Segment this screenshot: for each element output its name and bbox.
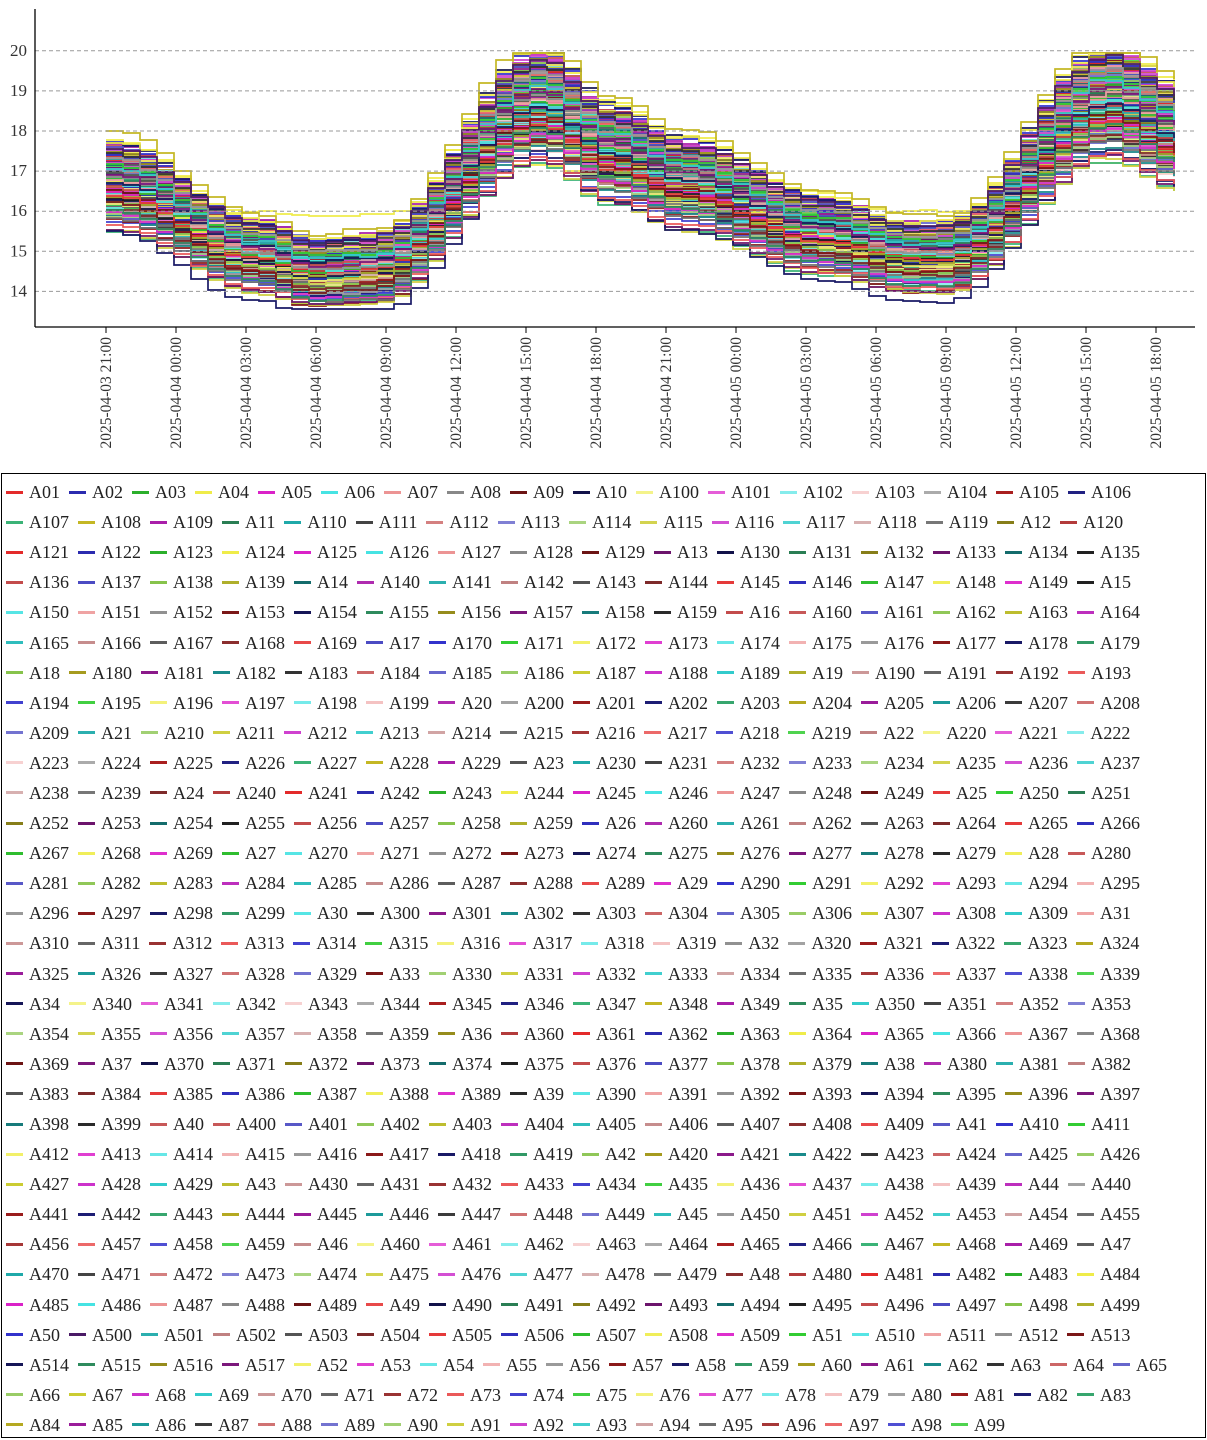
svg-text:2025-04-04 18:00: 2025-04-04 18:00 [588,337,605,449]
svg-text:15: 15 [10,241,27,260]
svg-text:2025-04-04 09:00: 2025-04-04 09:00 [378,337,395,449]
svg-text:2025-04-05 03:00: 2025-04-05 03:00 [798,337,815,449]
svg-text:18: 18 [10,121,27,140]
svg-text:2025-04-05 15:00: 2025-04-05 15:00 [1078,337,1095,449]
svg-text:2025-04-04 00:00: 2025-04-04 00:00 [168,337,185,449]
svg-text:2025-04-05 00:00: 2025-04-05 00:00 [728,337,745,449]
svg-text:17: 17 [10,161,28,180]
svg-text:2025-04-04 03:00: 2025-04-04 03:00 [238,337,255,449]
svg-text:20: 20 [10,41,27,60]
svg-text:2025-04-03 21:00: 2025-04-03 21:00 [98,337,115,449]
svg-text:2025-04-05 18:00: 2025-04-05 18:00 [1148,337,1165,449]
svg-text:2025-04-04 06:00: 2025-04-04 06:00 [308,337,325,449]
svg-text:2025-04-05 09:00: 2025-04-05 09:00 [938,337,955,449]
svg-text:2025-04-04 15:00: 2025-04-04 15:00 [518,337,535,449]
svg-text:2025-04-04 21:00: 2025-04-04 21:00 [658,337,675,449]
svg-text:2025-04-05 12:00: 2025-04-05 12:00 [1008,337,1025,449]
svg-text:14: 14 [10,281,28,300]
svg-text:2025-04-04 12:00: 2025-04-04 12:00 [448,337,465,449]
svg-text:19: 19 [10,81,27,100]
svg-text:2025-04-05 06:00: 2025-04-05 06:00 [868,337,885,449]
svg-text:16: 16 [10,201,27,220]
